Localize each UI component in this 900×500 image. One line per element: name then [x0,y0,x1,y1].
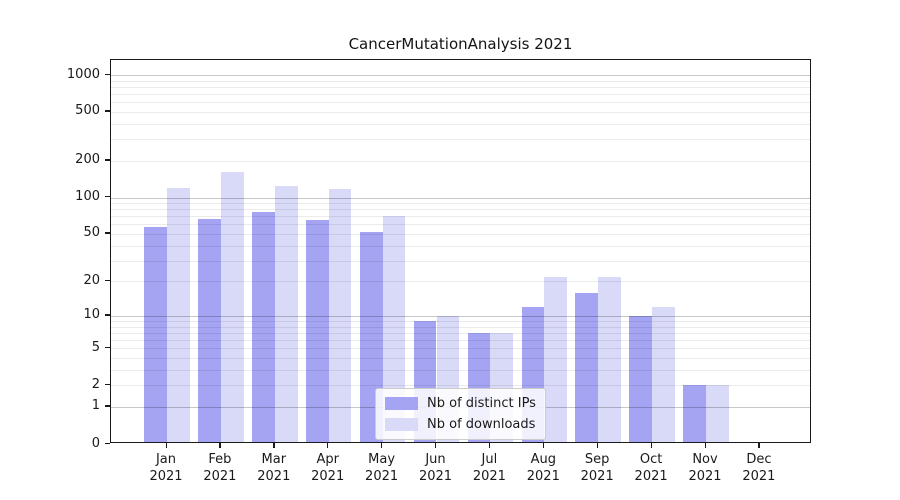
bar-nb-of-distinct-ips-sep [575,292,599,442]
x-tick-label: May 2021 [365,452,399,484]
y-tick-label: 0 [91,435,100,451]
x-tick-mark [327,443,329,448]
y-tick-label: 50 [83,225,100,241]
x-tick-label: Jul 2021 [472,452,506,484]
gridline-major [111,406,810,408]
gridline-minor [111,385,810,387]
gridline-minor [111,139,810,141]
bar-nb-of-downloads-jun [436,315,460,442]
gridline-minor [111,332,810,334]
bar-nb-of-downloads-nov [706,385,729,442]
gridline-major [111,75,810,76]
x-tick-mark [273,443,275,448]
x-tick-label: Oct 2021 [634,452,668,484]
x-tick-mark [488,443,491,448]
gridline-minor [111,348,810,350]
bar-nb-of-downloads-jul [490,332,514,442]
x-tick-label: Dec 2021 [742,452,776,484]
bar-nb-of-distinct-ips-mar [252,211,275,442]
gridline-major [111,197,810,199]
y-tick-label: 1 [91,398,100,414]
y-tick-label: 2 [91,376,100,392]
x-tick-mark [165,443,167,448]
x-tick-mark [381,443,383,448]
y-tick-label: 1000 [66,66,100,82]
x-tick-label: Aug 2021 [526,452,560,484]
x-tick-label: Apr 2021 [311,452,345,484]
gridline-minor [111,340,810,342]
gridline-minor [111,321,810,323]
y-tick-label: 10 [83,307,100,323]
y-tick-label: 100 [75,189,100,204]
gridline-minor [111,260,810,262]
gridline-minor [111,102,810,104]
gridline-minor [111,111,810,113]
y-tick-label: 20 [83,272,100,288]
gridline-minor [111,86,810,88]
bar-nb-of-distinct-ips-nov [683,385,706,442]
gridline-minor [111,233,810,235]
x-tick-label: Mar 2021 [257,452,291,484]
x-tick-mark [650,443,652,448]
x-tick-mark [219,443,221,448]
gridline-minor [111,209,810,211]
gridline-minor [111,160,810,162]
bar-nb-of-downloads-jan [167,187,190,442]
chart-title: CancerMutationAnalysis 2021 [348,35,573,53]
x-tick-label: Nov 2021 [688,452,722,484]
x-tick-mark [758,443,760,448]
x-tick-mark [435,443,437,448]
gridline-minor [111,358,810,360]
bar-nb-of-downloads-may [382,216,406,442]
bar-nb-of-downloads-mar [274,186,298,442]
x-tick-label: Jan 2021 [149,452,183,484]
y-tick-label: 5 [91,339,100,355]
y-tick-label: 200 [75,152,100,168]
bar-nb-of-distinct-ips-may [359,231,383,442]
bar-nb-of-downloads-apr [328,188,352,442]
bar-nb-of-distinct-ips-jan [144,227,167,442]
x-tick-mark [704,443,706,448]
x-tick-mark [542,443,545,448]
gridline-minor [111,245,810,247]
bar-nb-of-downloads-sep [598,276,621,442]
gridline-minor [111,94,810,96]
x-tick-label: Sep 2021 [580,452,614,484]
gridline-minor [111,224,810,226]
bar-nb-of-distinct-ips-oct [629,315,653,442]
y-tick-label: 500 [75,103,100,119]
bar-nb-of-downloads-oct [652,307,675,442]
x-tick-label: Feb 2021 [203,452,237,484]
gridline-minor [111,80,810,82]
plot-area [110,59,811,443]
bar-nb-of-distinct-ips-feb [198,219,221,442]
gridline-minor [111,216,810,218]
bar-nb-of-downloads-aug [544,276,568,442]
gridline-minor [111,281,810,283]
gridline-major [111,315,810,317]
x-tick-mark [596,443,598,448]
bar-nb-of-distinct-ips-apr [305,220,329,442]
gridline-minor [111,326,810,328]
bar-nb-of-distinct-ips-jul [467,332,491,442]
gridline-minor [111,203,810,205]
gridline-minor [111,369,810,371]
bar-nb-of-downloads-feb [220,171,244,442]
x-tick-label: Jun 2021 [418,452,453,484]
gridline-minor [111,123,810,125]
